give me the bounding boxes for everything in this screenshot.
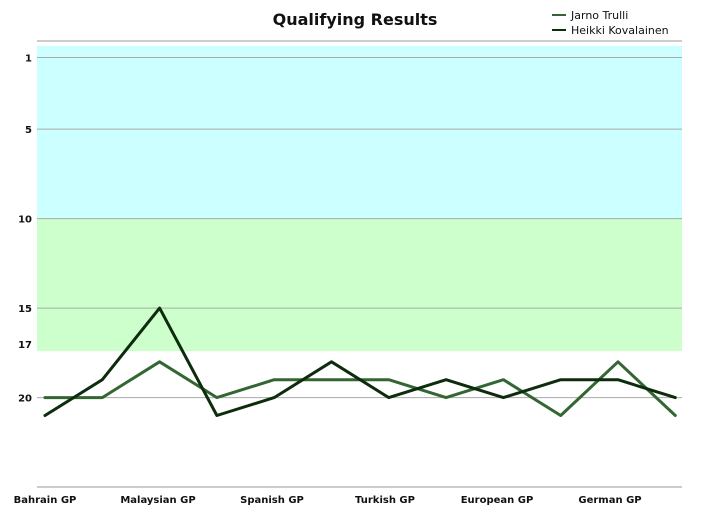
y-tick-label: 20: [18, 394, 32, 405]
y-tick-label: 10: [18, 215, 32, 226]
chart-title: Qualifying Results: [273, 10, 438, 29]
zone-bands: [37, 46, 682, 352]
series-line-1: [43, 306, 677, 417]
legend-label-0: Jarno Trulli: [570, 9, 628, 22]
zone-band-0: [37, 46, 682, 219]
zone-band-1: [37, 218, 682, 352]
series-line-0: [43, 360, 677, 417]
x-tick-label: German GP: [578, 495, 641, 506]
series-lines: [43, 306, 677, 417]
x-tick-label: Turkish GP: [355, 495, 415, 506]
legend-label-1: Heikki Kovalainen: [571, 24, 669, 37]
gridlines: [37, 40, 682, 488]
x-tick-label: Bahrain GP: [14, 495, 77, 506]
y-tick-label: 5: [25, 125, 32, 136]
legend: Jarno Trulli Heikki Kovalainen: [552, 9, 669, 37]
y-tick-label: 17: [18, 340, 32, 351]
y-tick-label: 15: [18, 304, 32, 315]
x-axis-ticks: Bahrain GP Malaysian GP Spanish GP Turkish …: [14, 495, 642, 506]
x-tick-label: European GP: [461, 495, 534, 506]
x-tick-label: Spanish GP: [240, 495, 304, 506]
y-tick-label: 1: [25, 54, 32, 65]
x-tick-label: Malaysian GP: [120, 495, 195, 506]
